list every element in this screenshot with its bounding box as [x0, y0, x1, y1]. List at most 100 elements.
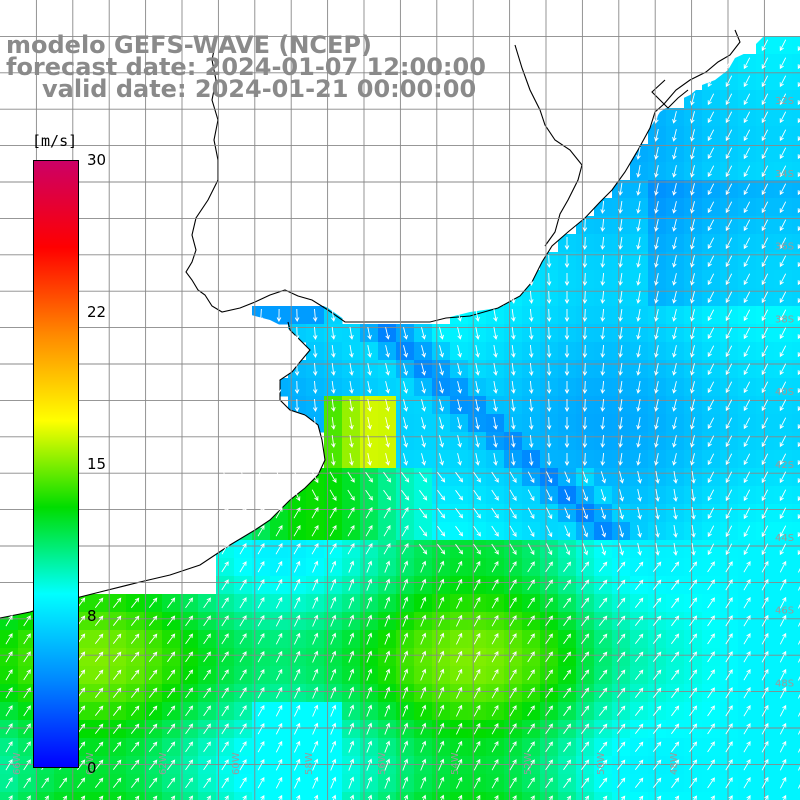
wind-arrow	[402, 704, 409, 717]
wind-arrow	[600, 507, 607, 520]
wind-arrow	[475, 363, 480, 376]
wind-arrow	[618, 237, 623, 250]
wind-arrow	[221, 542, 229, 555]
wind-arrow	[130, 741, 140, 752]
wind-arrow	[528, 272, 534, 286]
wind-arrow	[455, 578, 463, 591]
wind-arrow	[438, 650, 445, 663]
wind-arrow	[455, 471, 464, 483]
wind-arrow	[5, 669, 13, 681]
wind-arrow	[330, 722, 337, 735]
wind-arrow	[582, 471, 589, 484]
wind-arrow	[331, 345, 336, 358]
wind-arrow	[707, 687, 715, 699]
wind-arrow	[581, 687, 590, 699]
wind-arrow	[616, 579, 626, 590]
wind-arrow	[725, 453, 733, 466]
wind-arrow	[600, 525, 607, 538]
wind-arrow	[654, 111, 659, 124]
wind-arrow	[311, 506, 319, 519]
wind-arrow	[707, 489, 715, 502]
wind-arrow	[779, 453, 787, 466]
wind-arrow	[438, 776, 445, 789]
wind-arrow	[221, 651, 229, 663]
wind-arrow	[797, 279, 800, 286]
wind-arrow	[257, 614, 265, 627]
wind-arrow	[598, 777, 608, 788]
wind-arrow	[710, 795, 715, 800]
wind-arrow	[475, 417, 480, 430]
wind-arrow	[293, 524, 301, 537]
wind-arrow	[221, 615, 229, 627]
wind-arrow	[761, 255, 769, 268]
wind-arrow	[690, 165, 695, 178]
wind-arrow	[528, 344, 534, 358]
wind-arrow	[94, 705, 104, 716]
wind-arrow	[779, 219, 787, 232]
wind-arrow	[275, 740, 283, 753]
wind-arrow	[23, 687, 31, 699]
wind-arrow	[348, 686, 355, 699]
wind-arrow	[654, 219, 659, 232]
wind-arrow	[743, 776, 751, 789]
wind-arrow	[689, 615, 698, 627]
wind-arrow	[761, 453, 769, 466]
wind-arrow	[707, 165, 715, 178]
wind-arrow	[221, 759, 229, 771]
wind-arrow	[743, 237, 751, 250]
wind-arrow	[563, 651, 572, 663]
wind-speed-cell	[792, 558, 800, 577]
wind-arrow	[348, 704, 355, 717]
wind-arrow	[527, 723, 535, 735]
wind-arrow	[41, 777, 49, 789]
wind-arrow	[564, 291, 570, 304]
wind-arrow	[654, 453, 659, 466]
wind-arrow	[725, 435, 733, 448]
wind-arrow	[185, 777, 194, 789]
wind-arrow	[743, 668, 751, 681]
wind-arrow	[276, 489, 283, 502]
wind-arrow	[330, 740, 337, 753]
wind-arrow	[347, 524, 355, 537]
wind-arrow	[148, 633, 158, 644]
wind-arrow	[5, 597, 13, 609]
wind-arrow	[563, 741, 572, 753]
wind-arrow	[493, 363, 498, 376]
wind-arrow	[239, 597, 247, 609]
wind-arrow	[221, 741, 229, 753]
wind-arrow	[545, 777, 553, 789]
wind-arrow	[44, 795, 49, 800]
wind-arrow	[491, 596, 499, 609]
wind-arrow	[311, 542, 319, 555]
wind-arrow	[761, 525, 769, 538]
wind-arrow	[563, 615, 572, 627]
wind-arrow	[473, 776, 481, 789]
wind-arrow	[403, 327, 408, 340]
wind-arrow	[545, 705, 553, 717]
wind-arrow	[473, 560, 481, 573]
wind-arrow	[185, 597, 194, 609]
wind-arrow	[761, 237, 769, 250]
wind-arrow	[455, 560, 463, 573]
wind-arrow	[563, 777, 572, 789]
wind-arrow	[257, 542, 265, 555]
wind-arrow	[707, 129, 715, 142]
wind-arrow	[725, 615, 733, 627]
wind-arrow	[347, 471, 355, 483]
wind-arrow	[637, 525, 642, 538]
wind-arrow	[618, 345, 623, 358]
wind-arrow	[779, 57, 787, 70]
wind-arrow	[725, 399, 733, 412]
wind-arrow	[203, 741, 211, 753]
wind-arrow	[797, 730, 800, 735]
wind-arrow	[743, 93, 751, 106]
wind-arrow	[654, 399, 659, 412]
wind-arrow	[725, 597, 733, 609]
wind-arrow	[545, 615, 553, 627]
wind-speed-cell	[576, 792, 595, 800]
wind-arrow	[258, 471, 265, 484]
wind-arrow	[652, 615, 662, 626]
wind-arrow	[545, 723, 553, 735]
wind-arrow	[509, 489, 517, 502]
wind-arrow	[348, 632, 355, 645]
